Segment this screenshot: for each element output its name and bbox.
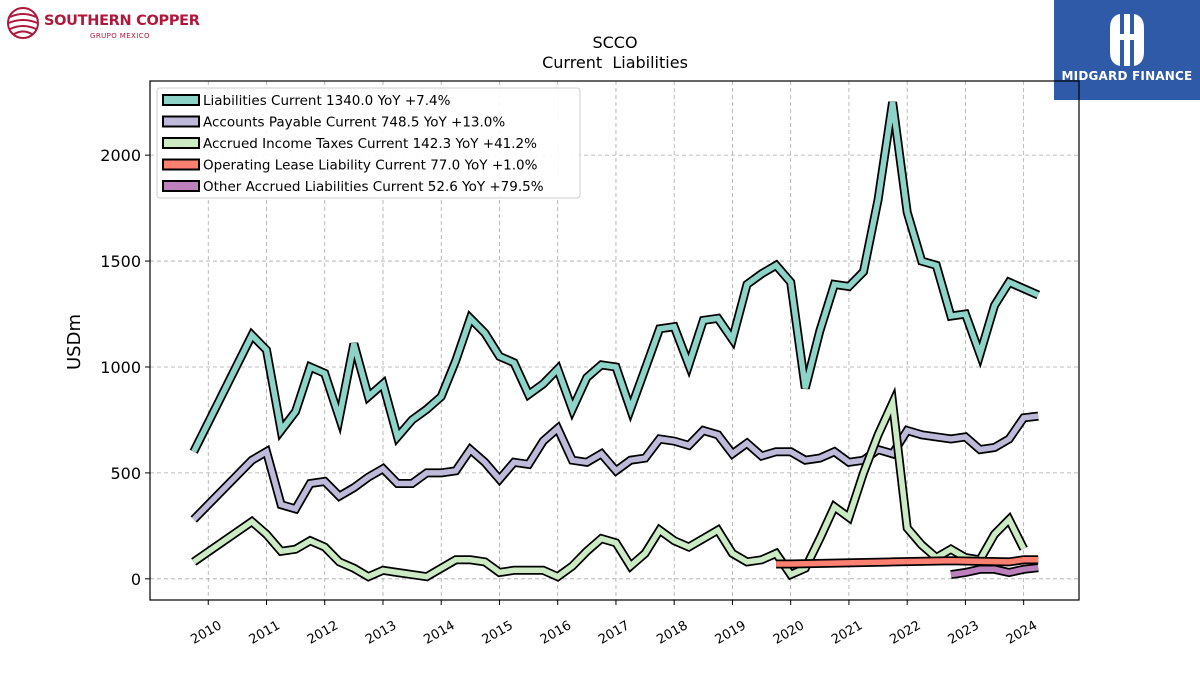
midgard-finance-logo: MIDGARD FINANCE [1054,0,1200,100]
x-tick-label: 2024 [1004,618,1040,648]
y-tick-label: 1500 [100,252,141,271]
x-tick-label: 2023 [946,618,982,648]
y-axis-label: USDm [64,314,85,370]
x-tick-label: 2014 [421,618,457,648]
x-tick-label: 2021 [829,618,865,648]
series-5 [950,563,1039,580]
legend-swatch [162,158,200,171]
series-2 [190,411,1039,523]
legend-swatch [162,94,200,106]
company-name: SOUTHERN COPPER [44,13,200,29]
y-axis: 0 500 1000 1500 2000 [100,146,150,589]
company-subtitle: GRUPO MEXICO [90,32,150,40]
legend: Liabilities Current 1340.0 YoY +7.4% Acco… [156,87,581,199]
series-line [776,557,1039,567]
y-tick-label: 2000 [100,146,141,165]
x-tick-label: 2012 [305,618,341,648]
brand-name: MIDGARD FINANCE [1061,69,1193,83]
series-line [950,564,1039,578]
series-layer [189,101,1041,582]
chart-subtitle: Current Liabilities [542,53,688,72]
x-tick-label: 2010 [188,618,224,648]
legend-swatch [162,137,200,149]
x-tick-label: 2016 [538,618,574,648]
legend-label: Other Accrued Liabilities Current 52.6 Y… [203,179,544,195]
series-line-outline [191,386,1028,582]
series-3 [191,386,1028,582]
southern-copper-logo: SOUTHERN COPPER GRUPO MEXICO [4,4,204,44]
y-tick-label: 500 [110,464,141,483]
midgard-mark-icon [1110,14,1144,66]
legend-box [156,87,581,199]
series-4 [776,555,1039,569]
legend-label: Operating Lease Liability Current 77.0 Y… [203,158,538,174]
legend-label: Accrued Income Taxes Current 142.3 YoY +… [203,136,537,152]
legend-label: Accounts Payable Current 748.5 YoY +13.0… [203,115,505,131]
y-tick-label: 0 [131,570,141,589]
x-axis: 2010 2011 2012 2013 2014 2015 2016 2017 2018 2019… [188,600,1040,648]
series-line [192,392,1027,580]
legend-swatch [162,180,200,192]
globe-icon [7,7,39,39]
x-tick-label: 2017 [596,618,632,648]
x-tick-label: 2019 [713,618,749,648]
chart-title: SCCO [592,33,637,52]
x-tick-label: 2018 [654,618,690,648]
series-line [191,101,1040,453]
y-tick-label: 1000 [100,358,141,377]
x-tick-label: 2022 [887,618,923,648]
series-line [191,413,1039,522]
legend-label: Liabilities Current 1340.0 YoY +7.4% [203,93,451,109]
x-tick-label: 2011 [247,618,283,648]
x-tick-label: 2015 [480,618,516,648]
series-1 [189,101,1041,454]
plot-frame [149,80,1080,601]
x-tick-label: 2013 [363,618,399,648]
legend-swatch [162,115,200,128]
x-tick-label: 2020 [771,618,807,648]
